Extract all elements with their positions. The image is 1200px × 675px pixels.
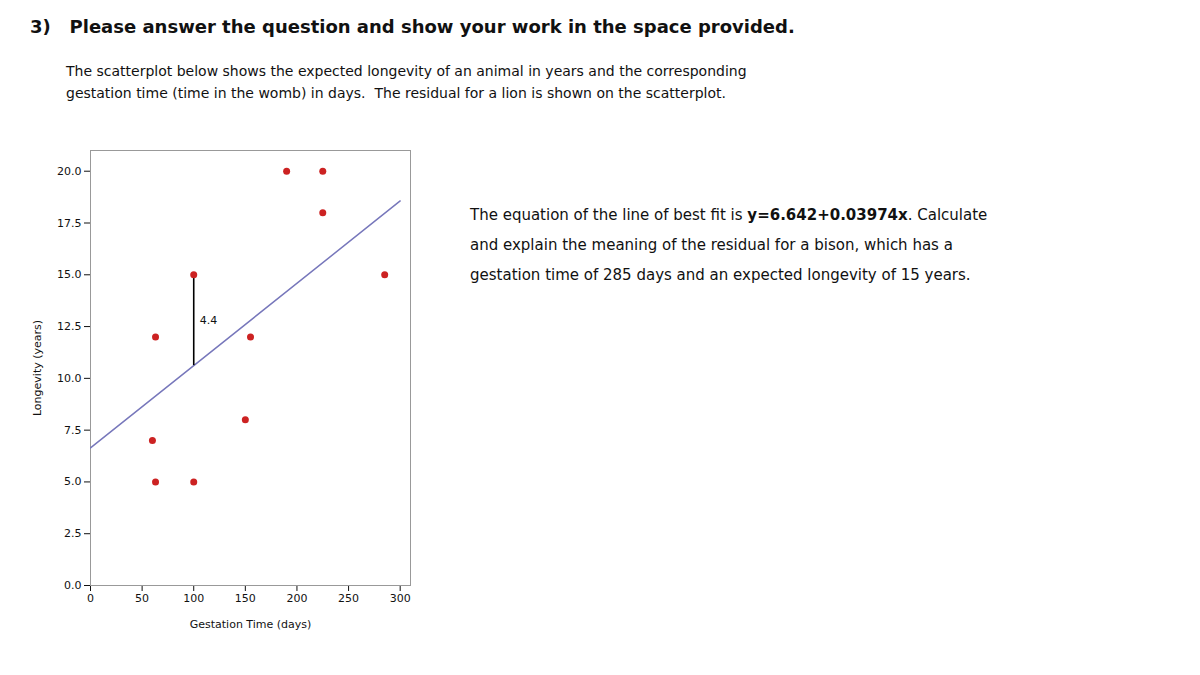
svg-text:200: 200 xyxy=(286,592,307,605)
html-text:The scatterplot below shows th: The scatterplot below shows the expected… xyxy=(66,63,747,79)
svg-text:10.0: 10.0 xyxy=(57,372,82,385)
svg-text:20.0: 20.0 xyxy=(57,165,82,178)
svg-text:0: 0 xyxy=(87,592,94,605)
svg-text:5.0: 5.0 xyxy=(64,475,82,488)
html-text:gestation time (time in the wo: gestation time (time in the womb) in day… xyxy=(66,85,726,101)
html-text:and explain the meaning of the: and explain the meaning of the residual … xyxy=(470,236,953,254)
svg-text:17.5: 17.5 xyxy=(57,217,82,230)
svg-text:Longevity (years): Longevity (years) xyxy=(31,320,44,416)
svg-text:150: 150 xyxy=(235,592,256,605)
html-text:The equation of the line of be: The equation of the line of best fit is … xyxy=(470,206,988,224)
html-text:3) Please answer the question: 3) Please answer the question and show y… xyxy=(30,16,795,37)
svg-text:300: 300 xyxy=(390,592,411,605)
svg-text:0.0: 0.0 xyxy=(64,579,82,592)
svg-text:250: 250 xyxy=(338,592,359,605)
svg-text:100: 100 xyxy=(183,592,204,605)
svg-text:7.5: 7.5 xyxy=(64,424,82,437)
svg-text:50: 50 xyxy=(135,592,149,605)
html-text:gestation time of 285 days and: gestation time of 285 days and an expect… xyxy=(470,266,971,284)
svg-text:4.4: 4.4 xyxy=(200,314,218,327)
svg-text:12.5: 12.5 xyxy=(57,320,82,333)
svg-text:2.5: 2.5 xyxy=(64,527,82,540)
svg-text:Gestation Time (days): Gestation Time (days) xyxy=(190,618,312,631)
svg-text:15.0: 15.0 xyxy=(57,268,82,281)
